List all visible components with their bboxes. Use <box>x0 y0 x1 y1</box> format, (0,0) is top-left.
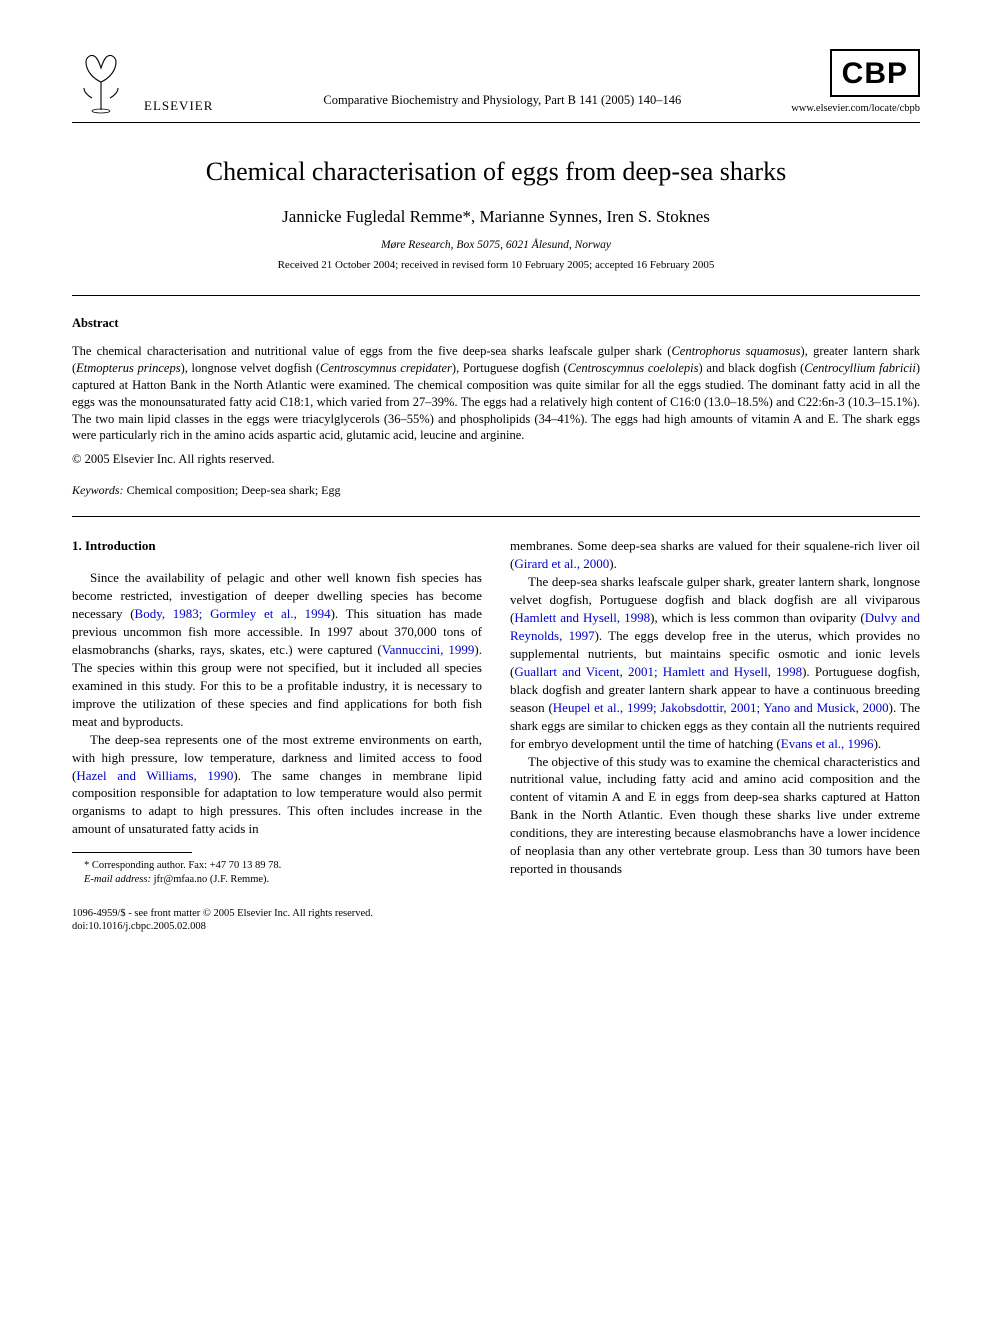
email-value: jfr@mfaa.no (J.F. Remme). <box>151 874 269 885</box>
header-right: CBP www.elsevier.com/locate/cbpb <box>791 49 920 114</box>
p4-text-f: ). <box>874 736 882 751</box>
journal-url: www.elsevier.com/locate/cbpb <box>791 103 920 114</box>
section-1-heading: 1. Introduction <box>72 537 482 555</box>
footer-line-2: doi:10.1016/j.cbpc.2005.02.008 <box>72 920 920 934</box>
affiliation: Møre Research, Box 5075, 6021 Ålesund, N… <box>72 239 920 251</box>
body-columns: 1. Introduction Since the availability o… <box>72 537 920 886</box>
intro-para-3: membranes. Some deep-sea sharks are valu… <box>510 537 920 573</box>
article-title: Chemical characterisation of eggs from d… <box>72 157 920 187</box>
footer-line-1: 1096-4959/$ - see front matter © 2005 El… <box>72 907 920 921</box>
rule-top <box>72 295 920 296</box>
authors-line: Jannicke Fugledal Remme*, Marianne Synne… <box>72 207 920 227</box>
citation-link[interactable]: Hazel and Williams, 1990 <box>76 768 233 783</box>
abstract-heading: Abstract <box>72 316 920 331</box>
journal-citation: Comparative Biochemistry and Physiology,… <box>213 93 791 114</box>
journal-logo-text: CBP <box>842 57 908 91</box>
journal-logo-box: CBP <box>830 49 920 97</box>
publisher-name: ELSEVIER <box>144 98 213 114</box>
elsevier-tree-logo <box>72 48 130 114</box>
citation-link[interactable]: Body, 1983; Gormley et al., 1994 <box>135 606 331 621</box>
header-left: ELSEVIER <box>72 48 213 114</box>
citation-link[interactable]: Hamlett and Hysell, 1998 <box>514 610 650 625</box>
page-header: ELSEVIER Comparative Biochemistry and Ph… <box>72 48 920 123</box>
citation-link[interactable]: Girard et al., 2000 <box>514 556 609 571</box>
email-label: E-mail address: <box>84 874 151 885</box>
corresponding-author-footnote: * Corresponding author. Fax: +47 70 13 8… <box>72 859 482 873</box>
intro-para-2: The deep-sea represents one of the most … <box>72 731 482 839</box>
intro-para-1: Since the availability of pelagic and ot… <box>72 569 482 730</box>
intro-para-4: The deep-sea sharks leafscale gulper sha… <box>510 573 920 752</box>
p4-text-b: ), which is less common than oviparity ( <box>650 610 865 625</box>
citation-link[interactable]: Vannuccini, 1999 <box>382 642 475 657</box>
email-footnote: E-mail address: jfr@mfaa.no (J.F. Remme)… <box>72 873 482 887</box>
citation-link[interactable]: Evans et al., 1996 <box>781 736 874 751</box>
article-dates: Received 21 October 2004; received in re… <box>72 259 920 271</box>
citation-link[interactable]: Guallart and Vicent, 2001; Hamlett and H… <box>514 664 802 679</box>
abstract-copyright: © 2005 Elsevier Inc. All rights reserved… <box>72 452 920 467</box>
citation-link[interactable]: Heupel et al., 1999; Jakobsdottir, 2001;… <box>553 700 889 715</box>
keywords-line: Keywords: Chemical composition; Deep-sea… <box>72 483 920 498</box>
page-footer: 1096-4959/$ - see front matter © 2005 El… <box>72 907 920 934</box>
keywords-label: Keywords: <box>72 483 124 497</box>
rule-bottom <box>72 516 920 517</box>
abstract-body: The chemical characterisation and nutrit… <box>72 344 920 442</box>
abstract-text: The chemical characterisation and nutrit… <box>72 343 920 444</box>
footnote-separator <box>72 852 192 853</box>
keywords-text: Chemical composition; Deep-sea shark; Eg… <box>124 483 341 497</box>
p3-text-b: ). <box>609 556 617 571</box>
intro-para-5: The objective of this study was to exami… <box>510 753 920 879</box>
